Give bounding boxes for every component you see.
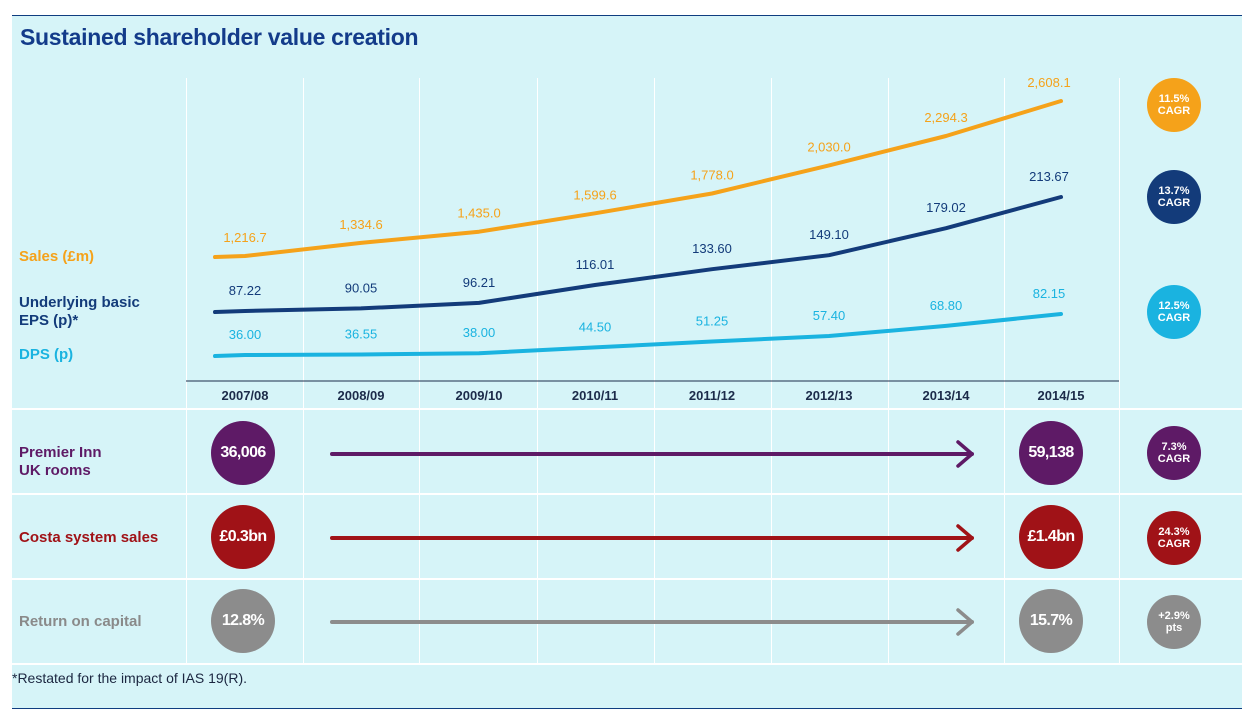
premier-inn-badge-unit: CAGR [1157, 453, 1191, 465]
data-label-dps-3: 44.50 [579, 319, 612, 334]
data-label-sales-4: 1,778.0 [690, 168, 733, 183]
costa-badge: 24.3% CAGR [1147, 511, 1201, 565]
cagr-badge-sales-unit: CAGR [1157, 105, 1191, 117]
data-label-eps-3: 116.01 [576, 257, 615, 272]
row-separator-1 [12, 493, 1242, 495]
row-label-premier-inn: Premier Inn UK rooms [19, 444, 102, 480]
series-label-dps: DPS (p) [19, 346, 73, 364]
cagr-badge-eps: 13.7% CAGR [1147, 170, 1201, 224]
data-label-dps-7: 82.15 [1033, 286, 1066, 301]
series-label-eps-line2: EPS (p)* [19, 312, 79, 329]
data-label-eps-7: 213.67 [1029, 169, 1069, 184]
grid-line-2 [419, 78, 420, 665]
data-label-dps-1: 36.55 [345, 327, 378, 342]
premier-inn-arrow-head [956, 440, 974, 468]
roc-badge-unit: pts [1165, 622, 1183, 634]
roc-badge-value: +2.9% [1158, 610, 1190, 622]
row-label-costa-text: Costa system sales [19, 529, 159, 546]
chart-title: Sustained shareholder value creation [20, 24, 419, 50]
cagr-badge-eps-value: 13.7% [1158, 185, 1190, 197]
x-tick-2014-15: 2014/15 [1037, 388, 1085, 403]
x-tick-2011-12: 2011/12 [688, 388, 736, 403]
cagr-badge-dps-unit: CAGR [1157, 312, 1191, 324]
premier-inn-start-circle: 36,006 [211, 421, 275, 485]
cagr-badge-sales-value: 11.5% [1158, 93, 1190, 105]
x-tick-2013-14: 2013/14 [922, 388, 970, 403]
data-label-dps-2: 38.00 [463, 325, 496, 340]
row-separator-0 [12, 408, 1242, 410]
data-label-eps-5: 149.10 [809, 227, 849, 242]
series-label-sales: Sales (£m) [19, 248, 94, 266]
premier-inn-end-circle: 59,138 [1019, 421, 1083, 485]
costa-start-circle: £0.3bn [211, 505, 275, 569]
x-tick-2012-13: 2012/13 [805, 388, 853, 403]
grid-line-4 [654, 78, 655, 665]
data-label-dps-4: 51.25 [696, 314, 729, 329]
series-label-eps: Underlying basic EPS (p)* [19, 294, 140, 330]
roc-end-circle: 15.7% [1019, 589, 1083, 653]
data-label-dps-6: 68.80 [930, 298, 963, 313]
row-label-roc: Return on capital [19, 613, 142, 631]
costa-end-circle: £1.4bn [1019, 505, 1083, 569]
row-label-costa: Costa system sales [19, 529, 158, 547]
data-label-eps-4: 133.60 [692, 241, 732, 256]
footnote: *Restated for the impact of IAS 19(R). [12, 670, 247, 686]
x-tick-2007-08: 2007/08 [221, 388, 269, 403]
grid-line-3 [537, 78, 538, 665]
data-label-eps-2: 96.21 [463, 275, 496, 290]
data-label-eps-1: 90.05 [345, 280, 378, 295]
cagr-badge-dps: 12.5% CAGR [1147, 285, 1201, 339]
roc-start-circle: 12.8% [211, 589, 275, 653]
premier-inn-badge-value: 7.3% [1161, 441, 1187, 453]
row-label-roc-text: Return on capital [19, 613, 142, 630]
series-line-eps [213, 195, 1063, 314]
series-line-sales [213, 99, 1063, 259]
data-label-sales-0: 1,216.7 [223, 230, 266, 245]
series-label-sales-text: Sales (£m) [19, 248, 95, 265]
row-separator-3 [12, 663, 1242, 665]
roc-badge: +2.9% pts [1147, 595, 1201, 649]
data-label-dps-5: 57.40 [813, 308, 846, 323]
data-label-eps-0: 87.22 [229, 283, 262, 298]
grid-line-0 [186, 78, 187, 665]
row-label-premier-inn-line1: Premier Inn [19, 444, 102, 461]
premier-inn-badge: 7.3% CAGR [1147, 426, 1201, 480]
grid-line-8 [1119, 78, 1120, 665]
cagr-badge-eps-unit: CAGR [1157, 197, 1191, 209]
cagr-badge-sales: 11.5% CAGR [1147, 78, 1201, 132]
data-label-sales-2: 1,435.0 [457, 206, 500, 221]
costa-arrow-head [956, 524, 974, 552]
cagr-badge-dps-value: 12.5% [1158, 300, 1190, 312]
grid-line-5 [771, 78, 772, 665]
costa-badge-unit: CAGR [1157, 538, 1191, 550]
data-label-sales-5: 2,030.0 [807, 139, 850, 154]
costa-badge-value: 24.3% [1158, 526, 1190, 538]
grid-line-6 [888, 78, 889, 665]
row-label-premier-inn-line2: UK rooms [19, 462, 91, 479]
data-label-sales-7: 2,608.1 [1027, 75, 1070, 90]
x-tick-2009-10: 2009/10 [455, 388, 503, 403]
grid-line-1 [303, 78, 304, 665]
row-separator-2 [12, 578, 1242, 580]
data-label-sales-3: 1,599.6 [573, 187, 616, 202]
x-tick-2010-11: 2010/11 [571, 388, 619, 403]
grid-line-7 [1004, 78, 1005, 665]
x-tick-2008-09: 2008/09 [337, 388, 385, 403]
series-line-dps [213, 312, 1063, 358]
roc-arrow-head [956, 608, 974, 636]
data-label-eps-6: 179.02 [926, 200, 966, 215]
series-label-eps-line1: Underlying basic [19, 294, 140, 311]
data-label-dps-0: 36.00 [229, 327, 262, 342]
series-label-dps-text: DPS (p) [19, 346, 74, 363]
data-label-sales-6: 2,294.3 [924, 110, 967, 125]
data-label-sales-1: 1,334.6 [339, 217, 382, 232]
